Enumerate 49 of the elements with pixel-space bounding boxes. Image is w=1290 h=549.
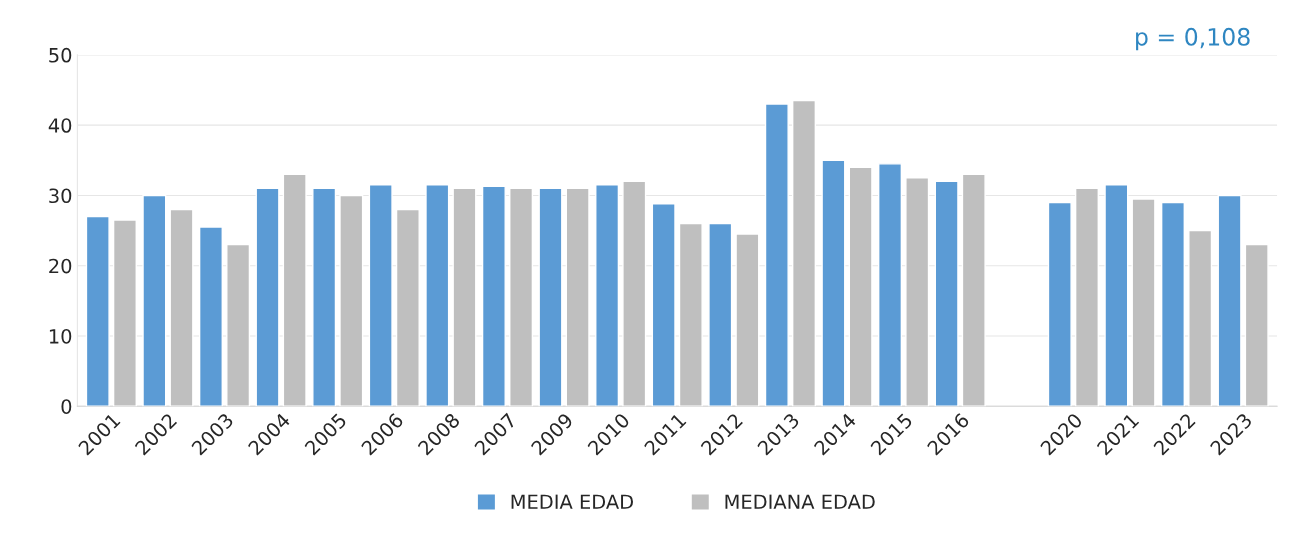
bar (481, 185, 506, 407)
bar (1104, 184, 1129, 407)
bar (905, 177, 930, 407)
bar (255, 187, 280, 407)
bar (368, 184, 393, 407)
bar (538, 187, 563, 407)
bar (595, 184, 620, 407)
bar (961, 173, 986, 407)
bar (764, 103, 789, 407)
bar (791, 99, 817, 407)
bar (142, 194, 167, 407)
bar (509, 187, 534, 407)
y-tick-label: 10 (49, 328, 72, 344)
y-tick-label: 30 (49, 188, 72, 204)
y-tick-label: 40 (48, 118, 72, 133)
bar (708, 222, 733, 407)
bar (425, 184, 450, 407)
y-tick-label: 50 (49, 47, 72, 63)
bar (198, 226, 223, 407)
y-tick-label: 20 (49, 258, 72, 274)
bar (848, 166, 873, 407)
bar (565, 187, 590, 407)
bar (1047, 201, 1072, 407)
bar (735, 233, 760, 407)
legend-label: MEDIANA EDAD (725, 494, 875, 509)
bar (934, 180, 959, 407)
bar (878, 163, 903, 407)
bar (112, 219, 137, 407)
bar (1188, 229, 1213, 407)
bar (1131, 198, 1156, 407)
bar (452, 187, 477, 407)
legend-label: MEDIA EDAD (511, 494, 634, 509)
y-tick-label: 0 (61, 399, 72, 414)
bar (651, 203, 676, 407)
bar (339, 194, 364, 407)
bar (678, 222, 703, 407)
bar (312, 187, 337, 407)
bar (395, 208, 420, 407)
bar (622, 180, 647, 407)
bar (85, 215, 110, 407)
bar (282, 173, 307, 407)
bar (1160, 201, 1185, 407)
bar (169, 208, 194, 407)
bar (1244, 243, 1269, 407)
text: p = 0,108 (1136, 27, 1250, 51)
bar (821, 159, 846, 407)
bar (1074, 187, 1099, 407)
bar (226, 243, 251, 407)
bar (1217, 194, 1242, 407)
